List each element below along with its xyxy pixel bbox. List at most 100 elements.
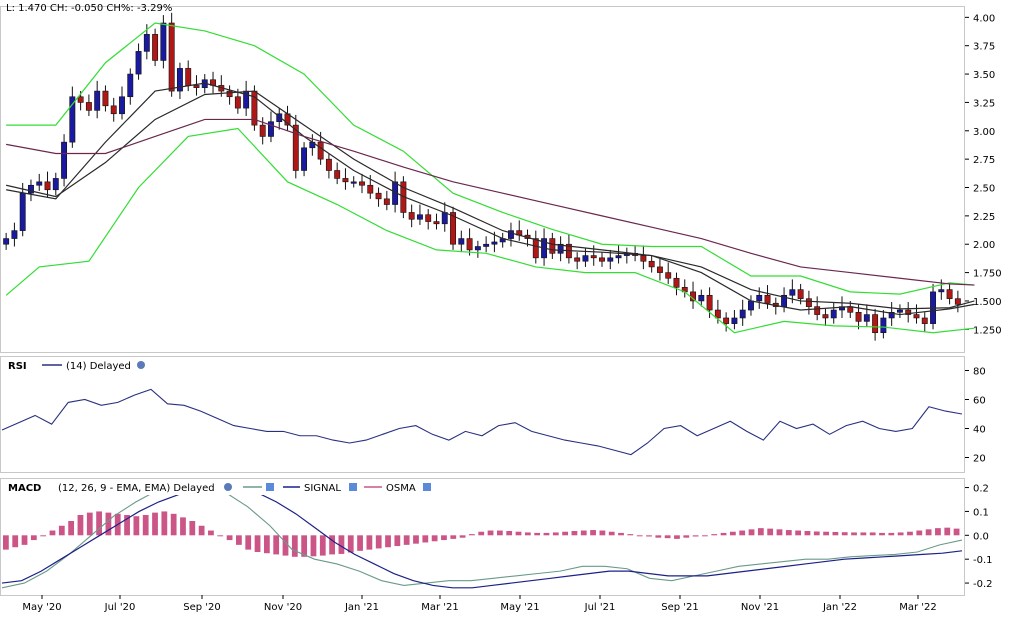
osma-bar — [496, 530, 503, 536]
osma-bar — [422, 535, 429, 543]
globe-icon — [137, 361, 145, 369]
x-axis-tick: Nov '21 — [741, 602, 779, 613]
candle-body — [474, 246, 481, 251]
osma-bar — [907, 531, 913, 536]
osma-bar — [674, 535, 680, 539]
candle-body — [532, 238, 539, 259]
osma-bar — [720, 532, 727, 536]
candle-body — [698, 294, 705, 302]
osma-bar — [935, 528, 941, 536]
candle-body — [789, 289, 796, 296]
osma-bar — [487, 530, 494, 536]
candle-body — [458, 238, 465, 245]
osma-bar — [524, 532, 531, 536]
osma-bar — [711, 534, 718, 536]
candle-body — [268, 121, 274, 137]
osma-bar — [618, 532, 624, 536]
candle-body — [176, 68, 183, 92]
candle-body — [731, 317, 738, 324]
candle-body — [102, 90, 109, 107]
osma-bar — [133, 516, 140, 536]
x-axis-tick: Nov '20 — [264, 602, 302, 613]
osma-bar — [841, 532, 848, 536]
osma-bar — [170, 513, 177, 536]
price-axis-tick: 3.00 — [973, 127, 995, 138]
candle-body — [756, 294, 763, 302]
osma-bar — [198, 525, 205, 536]
osma-bar — [180, 517, 186, 536]
globe-icon — [224, 483, 232, 491]
x-axis-tick: Mar '21 — [421, 602, 459, 613]
osma-bar — [478, 531, 485, 536]
osma-bar — [469, 534, 475, 536]
osma-bar — [161, 511, 168, 536]
candle-body — [317, 141, 324, 160]
price-axis-tick: 1.500 — [973, 297, 1002, 308]
candle-body — [11, 230, 18, 239]
osma-bar — [291, 535, 298, 557]
candle-body — [863, 314, 870, 322]
osma-bar — [506, 531, 513, 536]
osma-bar — [515, 531, 522, 536]
macd-axis-tick: -0.2 — [973, 579, 993, 590]
rsi-axis-tick: 80 — [973, 367, 986, 378]
rsi-panel-frame — [0, 356, 965, 473]
candle-body — [168, 22, 175, 92]
osma-bar — [590, 530, 596, 536]
candle-body — [185, 68, 192, 86]
candle-body — [599, 257, 605, 262]
price-axis-tick: 3.50 — [973, 70, 995, 81]
macd-legend-bg — [1, 479, 441, 495]
price-axis-tick: 2.75 — [973, 155, 995, 166]
x-axis-tick: Jan '22 — [822, 602, 857, 613]
candle-body — [292, 124, 299, 171]
candle-body — [119, 96, 125, 115]
osma-bar — [729, 531, 736, 536]
candle-body — [259, 124, 266, 137]
macd-panel-frame — [0, 478, 965, 596]
rsi-axis-tick: 40 — [973, 425, 986, 436]
candle-body — [905, 309, 912, 315]
osma-bar — [655, 535, 662, 538]
macd-axis-tick: -0.1 — [973, 555, 993, 566]
candle-body — [549, 238, 556, 254]
osma-bar — [58, 525, 65, 536]
osma-bar — [366, 535, 373, 550]
signal-legend-text: SIGNAL — [304, 483, 341, 494]
osma-bar — [869, 532, 876, 536]
candle-body — [673, 277, 680, 288]
candle-body — [441, 212, 448, 225]
x-axis-tick: Jul '20 — [104, 602, 136, 613]
osma-bar — [702, 535, 708, 537]
candle-body — [425, 214, 432, 222]
osma-bar — [3, 535, 9, 550]
candle-body — [880, 317, 887, 334]
candle-body — [640, 255, 647, 262]
macd-axis-tick: 0.2 — [973, 484, 989, 495]
osma-bar — [142, 515, 149, 536]
osma-bar — [813, 531, 820, 536]
osma-bar — [413, 535, 419, 544]
osma-bar — [832, 531, 839, 536]
macd-label: MACD — [8, 483, 41, 494]
osma-bar — [12, 535, 19, 548]
candle-body — [127, 73, 134, 98]
candle-body — [110, 105, 117, 115]
candle-body — [557, 243, 564, 254]
osma-bar — [692, 535, 699, 537]
candle-body — [416, 214, 423, 220]
candle-body — [508, 230, 514, 239]
candle-body — [61, 141, 68, 179]
osma-bar — [441, 535, 447, 541]
candle-body — [408, 212, 415, 220]
osma-bar — [263, 535, 270, 554]
osma-bar — [385, 535, 391, 548]
osma-bar — [925, 529, 932, 536]
osma-bar — [944, 527, 951, 536]
candle-body — [36, 181, 43, 186]
osma-bar — [347, 535, 354, 553]
osma-bar — [534, 532, 541, 536]
candle-body — [450, 212, 456, 245]
osma-bar — [96, 511, 102, 536]
